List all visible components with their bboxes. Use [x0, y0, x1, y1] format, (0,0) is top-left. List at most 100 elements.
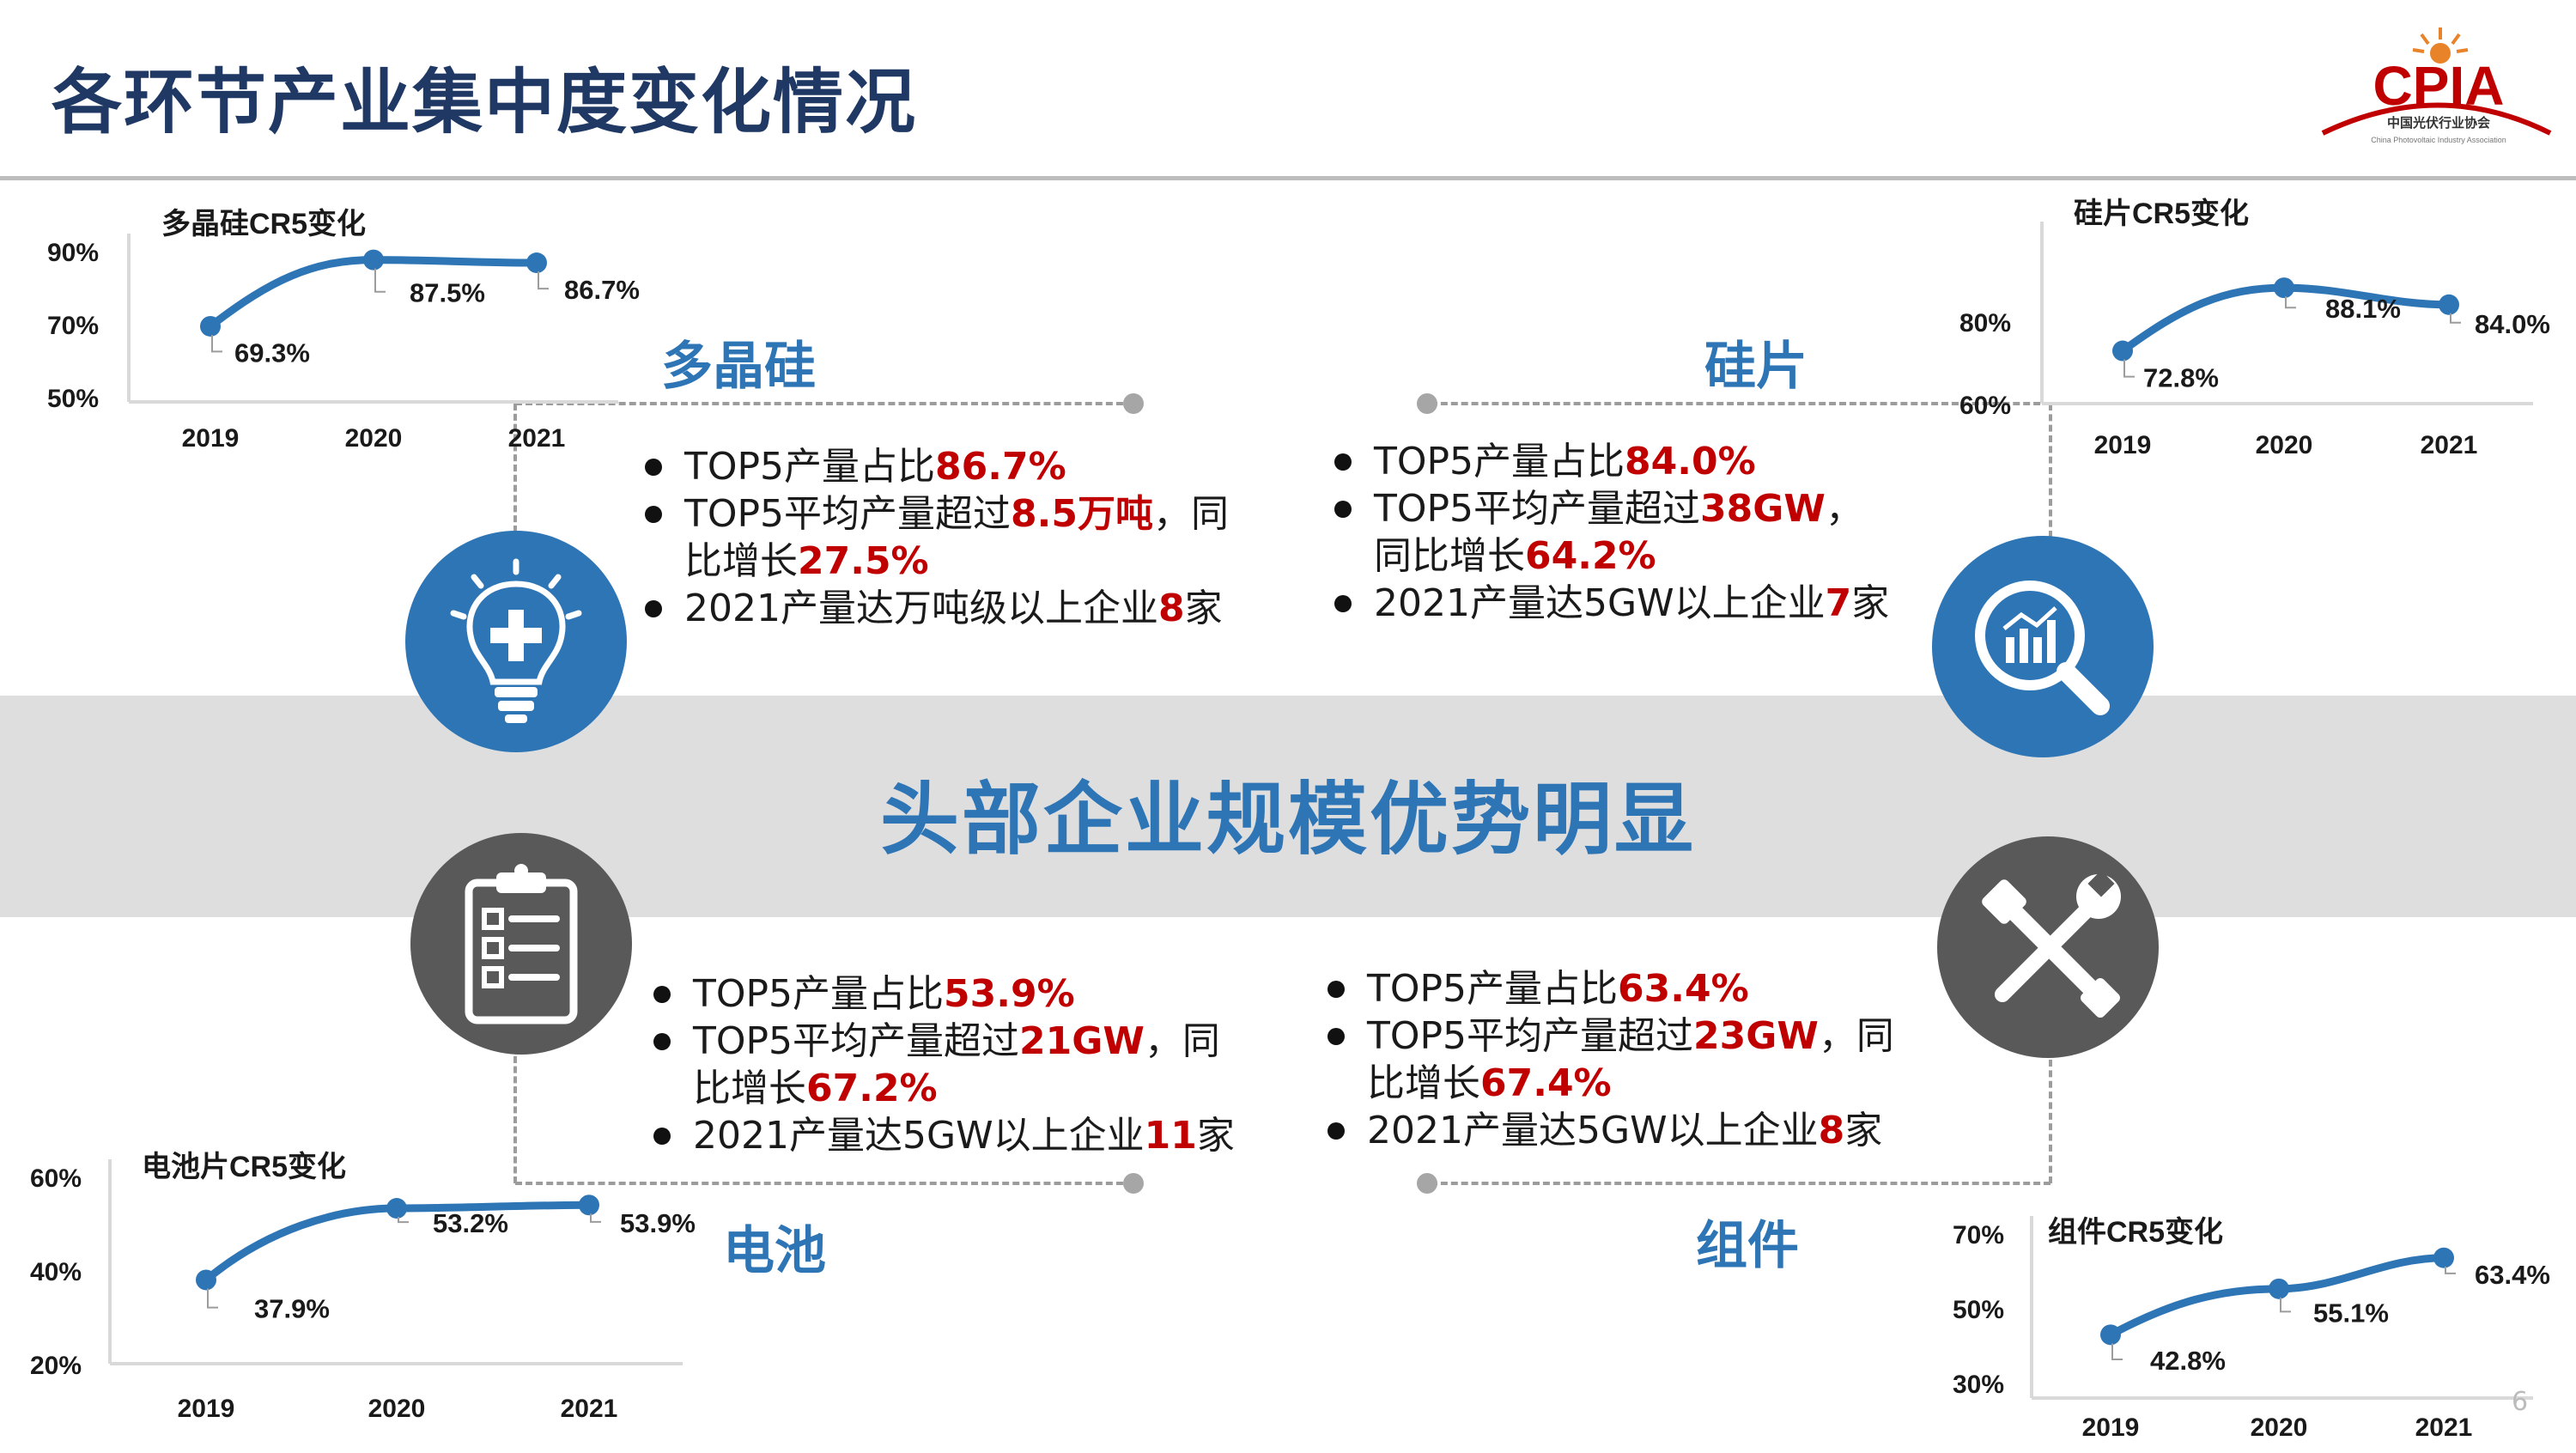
bullet-text: TOP5平均产量超过	[684, 492, 1012, 536]
x-tick-label: 2020	[2251, 1413, 2308, 1442]
bullet-item: TOP5产量占比53.9%	[648, 970, 1235, 1018]
y-tick-label: 90%	[47, 239, 99, 267]
chart-wafer-cr5: 硅片CR5变化 60% 80% 2019 2020 2021 72.8% 88.1% 84.0%	[1932, 187, 2576, 474]
highlight-value: 21GW	[1019, 1019, 1145, 1063]
chart-polysilicon-cr5: 多晶硅CR5变化 50% 70% 90% 2019 2020 2021 69.3% 87.5% 8…	[0, 198, 653, 467]
label-leader-line	[2123, 359, 2135, 378]
data-point	[2439, 294, 2459, 315]
data-point	[579, 1195, 599, 1216]
y-tick-label: 60%	[1959, 392, 2011, 420]
title-divider	[0, 176, 2576, 180]
bullet-continuation: 比增长27.5%	[640, 538, 1229, 585]
chart-title: 组件CR5变化	[2048, 1216, 2223, 1249]
connector-bottom-right	[1431, 1182, 2050, 1185]
wrench-screwdriver-icon	[1937, 836, 2159, 1058]
connector-dot	[1417, 1173, 1437, 1194]
bullet-item: 2021产量达5GW以上企业8家	[1322, 1107, 1894, 1154]
connector-dot	[1123, 393, 1144, 414]
bullet-continuation: 比增长67.2%	[648, 1065, 1235, 1112]
x-tick-label: 2020	[2256, 431, 2313, 459]
x-tick-label: 2021	[2415, 1413, 2473, 1442]
bullet-item: TOP5平均产量超过23GW，同	[1322, 1012, 1894, 1060]
bullet-list-module: TOP5产量占比63.4% TOP5平均产量超过23GW，同 比增长67.4% 202…	[1322, 965, 1894, 1154]
section-label-polysilicon: 多晶硅	[661, 337, 816, 397]
chart-svg: 多晶硅CR5变化 50% 70% 90% 2019 2020 2021 69.3% 87.5% 8…	[47, 208, 640, 453]
highlight-value: 63.4%	[1618, 967, 1749, 1011]
bullet-text: 家	[1844, 1109, 1883, 1152]
data-label: 69.3%	[234, 337, 310, 368]
label-leader-line	[538, 271, 549, 290]
bullet-text: 2021产量达5GW以上企业	[1374, 581, 1826, 625]
data-point	[2274, 277, 2294, 299]
chart-cell-cr5: 电池片CR5变化 20% 40% 60% 2019 2020 2021 37.9% 53.2% 5…	[0, 1151, 704, 1438]
y-tick-label: 40%	[30, 1258, 82, 1286]
data-point	[363, 249, 384, 271]
highlight-value: 67.2%	[806, 1067, 938, 1110]
bullet-text: ，同	[1144, 1019, 1220, 1063]
y-tick-label: 30%	[1953, 1371, 2004, 1399]
highlight-value: 38GW	[1700, 487, 1826, 531]
bullet-item: 2021产量达5GW以上企业11家	[648, 1112, 1235, 1159]
data-point	[196, 1269, 216, 1291]
bullet-text: 比增长	[693, 1067, 806, 1110]
label-leader-line	[590, 1213, 601, 1223]
bullet-list-polysilicon: TOP5产量占比86.7% TOP5平均产量超过8.5万吨，同 比增长27.5% 20…	[640, 443, 1229, 632]
data-point	[2433, 1247, 2454, 1268]
data-label: 42.8%	[2150, 1346, 2226, 1376]
chart-module-cr5: 组件CR5变化 30% 50% 70% 2019 2020 2021 42.8% 55.1% 63…	[1932, 1211, 2576, 1453]
highlight-value: 86.7%	[935, 445, 1066, 489]
connector-top-right	[1431, 402, 2050, 405]
highlight-value: 11	[1144, 1114, 1197, 1158]
bullet-text: 家	[1851, 581, 1890, 625]
highlight-value: 7	[1825, 581, 1852, 625]
label-leader-line	[2450, 313, 2461, 324]
data-point	[526, 252, 547, 274]
bullet-list-cell: TOP5产量占比53.9% TOP5平均产量超过21GW，同 比增长67.2% 202…	[648, 970, 1235, 1159]
y-tick-label: 70%	[1953, 1221, 2004, 1249]
page-number: 6	[2512, 1387, 2529, 1417]
data-point	[200, 315, 221, 337]
bullet-continuation: 比增长67.4%	[1322, 1060, 1894, 1107]
highlight-value: 23GW	[1693, 1014, 1819, 1058]
highlight-value: 8.5万吨	[1011, 492, 1153, 536]
chart-title: 电池片CR5变化	[142, 1151, 346, 1183]
bullet-text: TOP5平均产量超过	[1367, 1014, 1694, 1058]
data-point	[2269, 1278, 2289, 1299]
bullet-text: ，同	[1818, 1014, 1894, 1058]
magnifier-chart-icon	[1932, 536, 2154, 757]
bullet-text: TOP5产量占比	[693, 972, 945, 1016]
chart-svg: 硅片CR5变化 60% 80% 2019 2020 2021 72.8% 88.1% 84.0%	[1959, 198, 2550, 459]
x-tick-label: 2020	[368, 1395, 426, 1423]
bullet-list-wafer: TOP5产量占比84.0% TOP5平均产量超过38GW， 同比增长64.2% 202…	[1329, 438, 1889, 627]
data-label: 72.8%	[2143, 363, 2219, 393]
bullet-text: 比增长	[1367, 1061, 1480, 1105]
x-tick-label: 2021	[2421, 431, 2478, 459]
connector-bottom-left	[515, 1182, 1133, 1185]
data-label: 55.1%	[2313, 1298, 2389, 1328]
bullet-text: 2021产量达5GW以上企业	[693, 1114, 1145, 1158]
bullet-text: 同比增长	[1374, 534, 1525, 578]
bullet-continuation: 同比增长64.2%	[1329, 532, 1889, 580]
bullet-item: TOP5产量占比86.7%	[640, 443, 1229, 490]
bullet-text: 家	[1184, 587, 1223, 630]
data-label: 53.9%	[620, 1208, 696, 1238]
connector-dot	[1123, 1173, 1144, 1194]
bullet-text: TOP5平均产量超过	[693, 1019, 1020, 1063]
chart-svg: 组件CR5变化 30% 50% 70% 2019 2020 2021 42.8% 55.1% 63…	[1953, 1216, 2550, 1442]
data-label: 87.5%	[410, 278, 485, 308]
chart-svg: 电池片CR5变化 20% 40% 60% 2019 2020 2021 37.9% 53.2% 5…	[30, 1151, 696, 1423]
data-point	[386, 1198, 407, 1219]
cpia-logo: CPIA 中国光伏行业协会 China Photovoltaic Industr…	[2301, 17, 2559, 155]
highlight-value: 67.4%	[1480, 1061, 1612, 1105]
section-label-cell: 电池	[723, 1221, 826, 1281]
bullet-text: TOP5产量占比	[1374, 440, 1625, 483]
highlight-value: 27.5%	[798, 539, 929, 583]
connector-vertical-bl	[513, 1056, 517, 1183]
data-point	[2112, 340, 2133, 362]
bullet-text: ，	[1825, 487, 1863, 531]
connector-vertical-br	[2049, 1060, 2052, 1183]
cpia-logo-graphic: CPIA 中国光伏行业协会 China Photovoltaic Industr…	[2321, 27, 2552, 144]
bullet-item: TOP5产量占比63.4%	[1322, 965, 1894, 1012]
connector-vertical-tl	[513, 404, 517, 532]
chart-title: 多晶硅CR5变化	[161, 208, 366, 240]
